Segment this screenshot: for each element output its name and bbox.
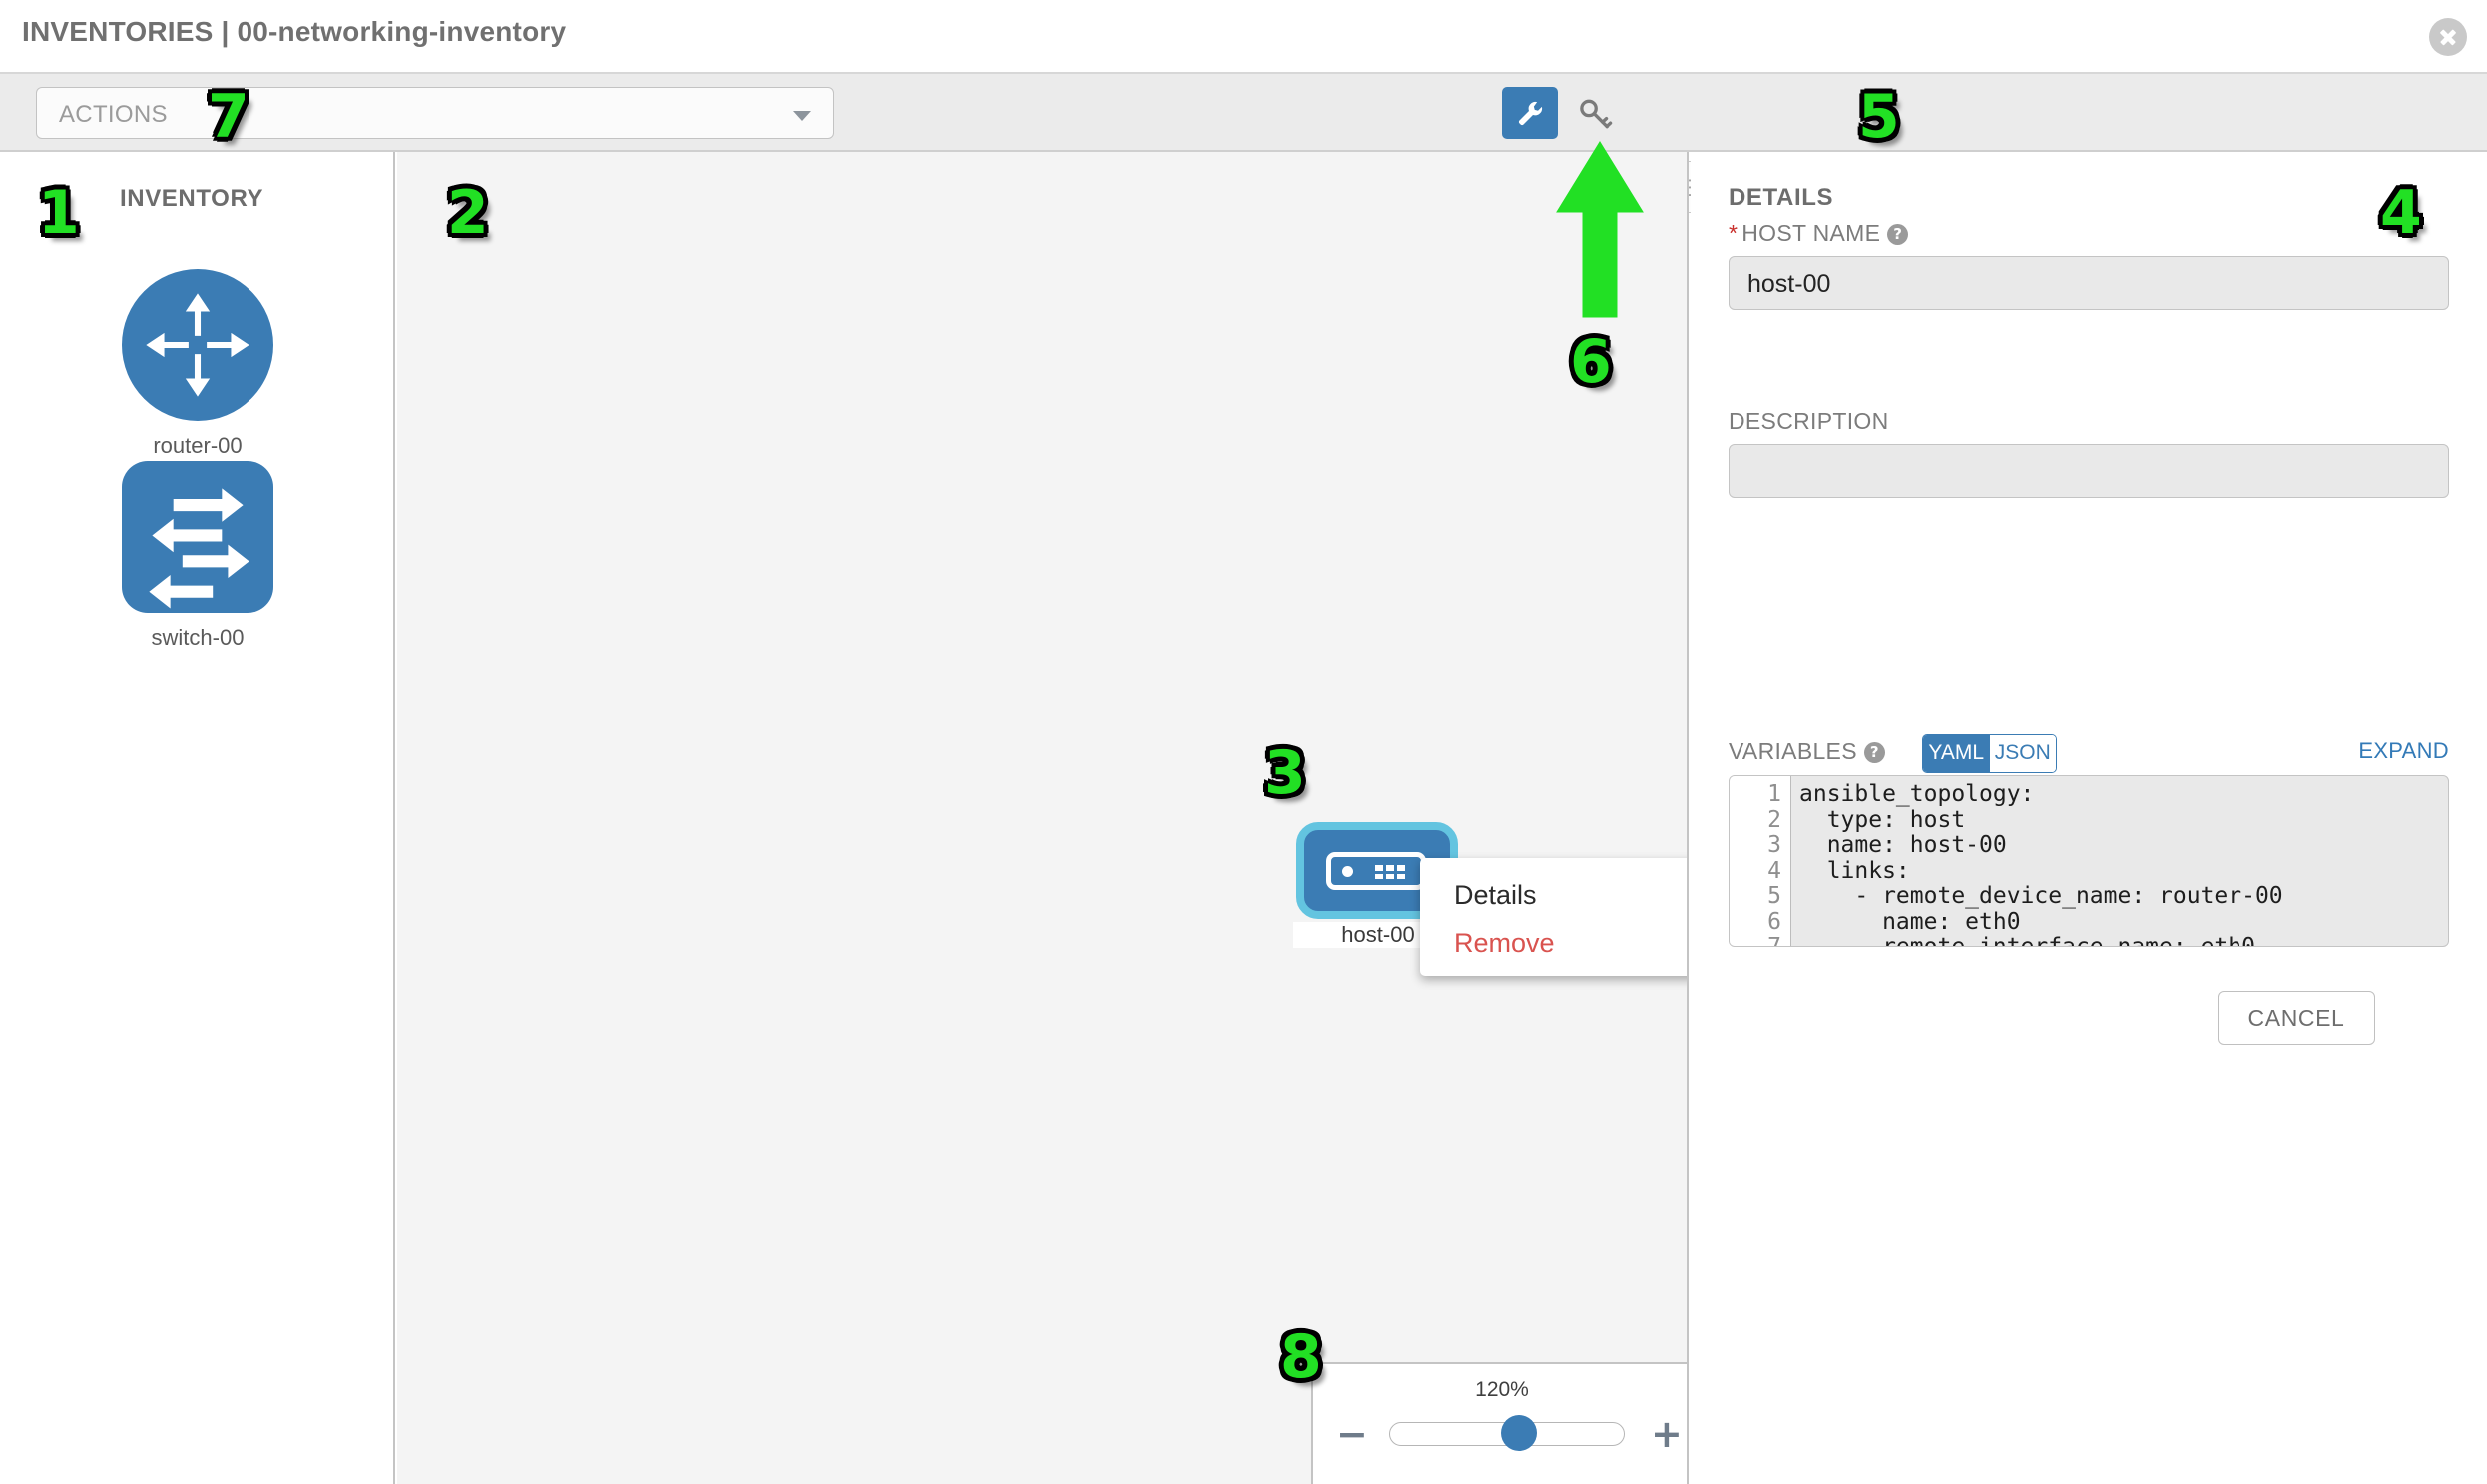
code-content: ansible_topology: type: host name: host-… bbox=[1799, 781, 2283, 947]
required-marker: * bbox=[1729, 220, 1739, 246]
actions-dropdown-label: ACTIONS bbox=[59, 101, 168, 128]
page-title: INVENTORIES | 00-networking-inventory bbox=[22, 16, 567, 47]
cancel-button[interactable]: CANCEL bbox=[2218, 991, 2375, 1045]
zoom-level-value: 120% bbox=[1475, 1378, 1529, 1401]
description-input[interactable] bbox=[1729, 444, 2449, 498]
code-line-number: 3 bbox=[1767, 832, 1781, 858]
code-line-number: 4 bbox=[1767, 857, 1781, 884]
host-name-input[interactable]: host-00 bbox=[1729, 256, 2449, 310]
zoom-out-button[interactable]: − bbox=[1336, 1412, 1368, 1456]
code-line-number: 6 bbox=[1767, 908, 1781, 935]
description-label: DESCRIPTION bbox=[1729, 408, 1889, 434]
inventory-panel: INVENTORY router-00 bbox=[0, 152, 395, 1484]
palette-item-label: switch-00 bbox=[151, 625, 245, 650]
topology-canvas[interactable]: host-00 Details Remove 120% − + bbox=[397, 152, 1689, 1484]
chevron-down-icon bbox=[793, 111, 811, 121]
format-json-button[interactable]: JSON bbox=[1989, 735, 2056, 772]
host-name-value: host-00 bbox=[1747, 270, 1831, 298]
wrench-icon[interactable] bbox=[1502, 87, 1558, 139]
host-name-label: * HOST NAME? bbox=[1729, 220, 1909, 247]
details-panel: DETAILS * HOST NAME? host-00 DESCRIPTION … bbox=[1691, 152, 2487, 1484]
code-line-number: 2 bbox=[1767, 806, 1781, 833]
variables-format-toggle: YAML JSON bbox=[1922, 734, 2057, 773]
variables-label: VARIABLES? bbox=[1729, 739, 1885, 765]
host-name-label-text: HOST NAME bbox=[1741, 220, 1881, 246]
wrench-glyph bbox=[1518, 101, 1543, 126]
actions-dropdown[interactable]: ACTIONS bbox=[36, 87, 834, 139]
key-glyph bbox=[1580, 99, 1613, 129]
window-header: INVENTORIES | 00-networking-inventory bbox=[0, 0, 2487, 74]
switch-icon bbox=[122, 461, 273, 613]
help-icon[interactable]: ? bbox=[1887, 224, 1909, 245]
code-line-number: 1 bbox=[1767, 781, 1781, 807]
router-icon bbox=[122, 269, 273, 421]
toolbar: ACTIONS SEARCH bbox=[0, 74, 2487, 213]
switch-glyph bbox=[149, 488, 249, 609]
palette-item-router[interactable]: router-00 bbox=[0, 269, 395, 459]
zoom-slider-thumb[interactable] bbox=[1500, 1415, 1537, 1451]
context-menu-item-remove[interactable]: Remove bbox=[1454, 928, 1555, 958]
router-glyph bbox=[146, 293, 249, 397]
server-dots bbox=[1375, 865, 1411, 879]
help-icon[interactable]: ? bbox=[1863, 742, 1885, 763]
key-icon[interactable] bbox=[1574, 92, 1616, 134]
palette-item-label: router-00 bbox=[153, 433, 243, 458]
close-icon[interactable] bbox=[2429, 18, 2467, 56]
details-panel-title: DETAILS bbox=[1729, 184, 1834, 211]
code-line-number: 7 bbox=[1767, 934, 1781, 947]
palette-item-switch[interactable]: switch-00 bbox=[0, 461, 395, 651]
zoom-in-button[interactable]: + bbox=[1651, 1412, 1683, 1456]
format-yaml-button[interactable]: YAML bbox=[1923, 735, 1990, 772]
context-menu-item-details[interactable]: Details bbox=[1454, 880, 1537, 910]
node-context-menu: Details Remove bbox=[1420, 858, 1687, 976]
zoom-control: 120% − + bbox=[1311, 1362, 1687, 1484]
server-icon bbox=[1326, 852, 1426, 890]
code-line-number: 5 bbox=[1767, 883, 1781, 909]
variables-label-text: VARIABLES bbox=[1729, 739, 1857, 764]
expand-link[interactable]: EXPAND bbox=[2358, 739, 2449, 763]
inventory-panel-title: INVENTORY bbox=[120, 185, 264, 212]
server-led bbox=[1342, 866, 1353, 877]
